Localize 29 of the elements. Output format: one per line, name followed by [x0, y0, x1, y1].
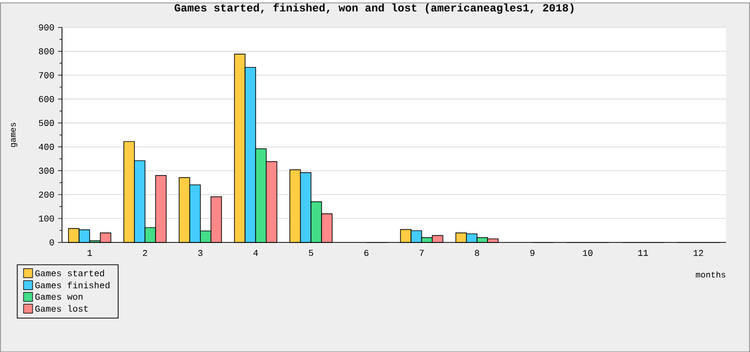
- y-tick-label: 500: [38, 120, 54, 126]
- legend-label: Games won: [35, 293, 82, 300]
- x-tick-label: 11: [638, 250, 648, 256]
- y-tick-label: 0: [50, 239, 54, 246]
- x-tick-label: 1: [88, 250, 92, 256]
- x-tick-label: 12: [694, 250, 704, 256]
- y-tick-label: 300: [38, 168, 54, 174]
- legend-label: Games started: [35, 270, 104, 276]
- y-tick-label: 400: [38, 144, 54, 150]
- x-axis-title: months: [696, 271, 726, 278]
- legend-label: Games finished: [35, 282, 110, 288]
- y-tick-label: 100: [38, 215, 54, 222]
- y-tick-label: 900: [38, 24, 54, 30]
- x-tick-label: 10: [582, 250, 592, 256]
- y-axis-title: games: [11, 122, 18, 147]
- x-tick-label: 4: [253, 250, 258, 256]
- y-tick-label: 600: [39, 96, 54, 102]
- y-tick-label: 800: [38, 48, 54, 54]
- x-tick-label: 8: [474, 250, 480, 256]
- x-tick-label: 6: [364, 250, 368, 256]
- y-tick-label: 200: [38, 191, 54, 198]
- legend-label: Games lost: [35, 304, 88, 312]
- x-tick-label: 2: [142, 250, 148, 256]
- y-tick-label: 700: [39, 72, 54, 78]
- x-tick-label: 5: [308, 250, 314, 256]
- chart-title: Games started, finished, won and lost (americaneagles1, 2018): [174, 3, 574, 14]
- x-tick-label: 3: [198, 250, 202, 256]
- x-tick-label: 9: [530, 250, 534, 256]
- x-tick-label: 7: [420, 250, 424, 256]
